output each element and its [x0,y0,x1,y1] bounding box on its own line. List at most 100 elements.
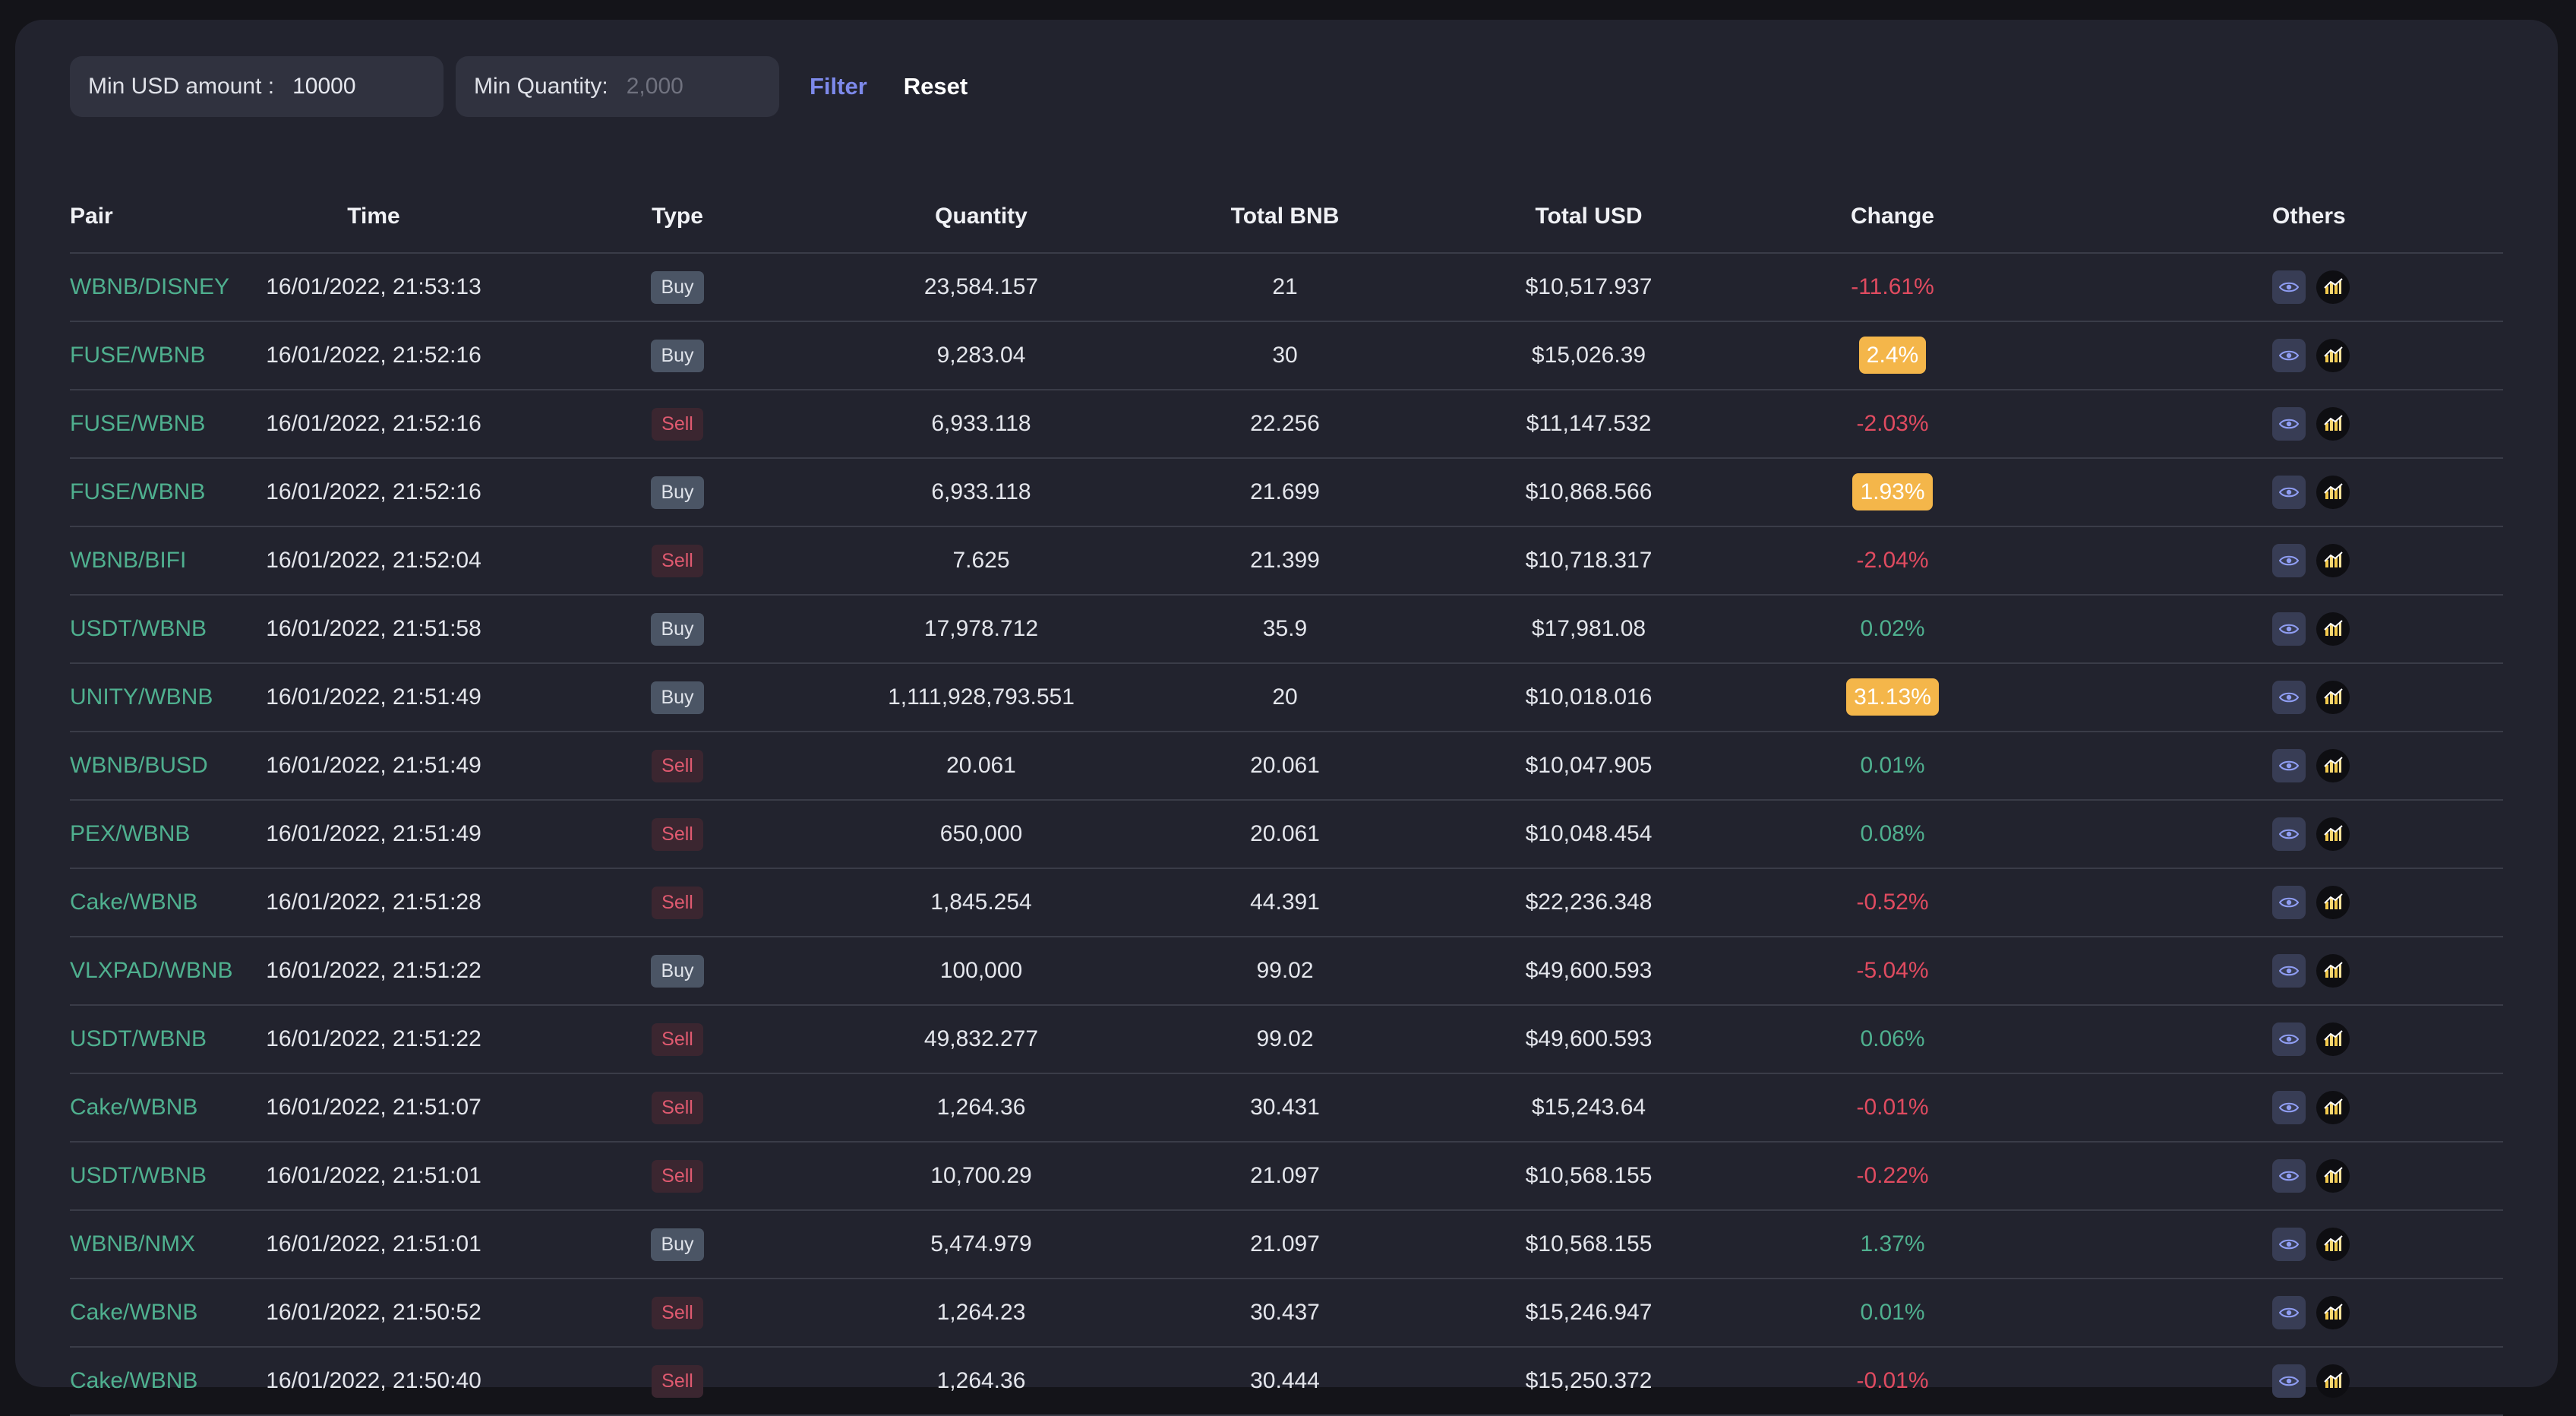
eye-icon[interactable] [2272,886,2306,919]
eye-icon[interactable] [2272,476,2306,509]
eye-icon[interactable] [2272,1228,2306,1261]
chart-icon[interactable] [2316,749,2350,782]
eye-icon[interactable] [2272,339,2306,372]
pair-link[interactable]: UNITY/WBNB [70,684,213,710]
reset-button[interactable]: Reset [903,73,968,100]
others-cell [2044,732,2503,801]
others-cell [2044,1142,2503,1211]
change-value: 0.02% [1860,616,1925,641]
chart-icon[interactable] [2316,612,2350,646]
total-usd-cell: $10,018.016 [1437,663,1741,732]
pair-link[interactable]: Cake/WBNB [70,1095,198,1120]
eye-icon[interactable] [2272,1091,2306,1124]
pair-link[interactable]: FUSE/WBNB [70,479,206,504]
pair-link[interactable]: PEX/WBNB [70,821,191,846]
pair-link[interactable]: USDT/WBNB [70,1163,207,1188]
pair-cell: FUSE/WBNB [70,458,222,527]
column-header-total-usd[interactable]: Total USD [1437,181,1741,254]
time-cell: 16/01/2022, 21:52:16 [222,390,526,459]
chart-icon[interactable] [2316,544,2350,577]
eye-icon[interactable] [2272,1296,2306,1329]
column-header-type[interactable]: Type [526,181,829,254]
chart-icon[interactable] [2316,1364,2350,1398]
pair-link[interactable]: WBNB/BIFI [70,548,187,573]
min-usd-input[interactable] [292,74,407,100]
eye-icon[interactable] [2272,817,2306,851]
chart-icon[interactable] [2316,476,2350,509]
change-value: 0.08% [1860,821,1925,846]
change-value: 0.01% [1860,1300,1925,1325]
chart-icon[interactable] [2316,339,2350,372]
chart-icon[interactable] [2316,1228,2350,1261]
change-value: -2.04% [1856,548,1929,573]
total-usd-cell: $10,568.155 [1437,1210,1741,1279]
column-header-time[interactable]: Time [222,181,526,254]
chart-icon[interactable] [2316,407,2350,441]
eye-icon[interactable] [2272,1364,2306,1398]
pair-link[interactable]: USDT/WBNB [70,1026,207,1051]
change-cell: 2.4% [1741,321,2044,390]
min-quantity-input[interactable] [626,74,740,100]
pair-link[interactable]: WBNB/DISNEY [70,274,230,299]
total-usd-cell: $10,718.317 [1437,526,1741,596]
eye-icon[interactable] [2272,749,2306,782]
pair-link[interactable]: FUSE/WBNB [70,411,206,436]
table-row: USDT/WBNB 16/01/2022, 21:51:01 Sell 10,700.… [70,1142,2503,1211]
eye-icon[interactable] [2272,681,2306,714]
others-cell [2044,253,2503,322]
pair-link[interactable]: FUSE/WBNB [70,343,206,368]
column-header-quantity[interactable]: Quantity [829,181,1133,254]
pair-link[interactable]: Cake/WBNB [70,1300,198,1325]
trades-table-body: WBNB/DISNEY 16/01/2022, 21:53:13 Buy 23,584… [70,253,2503,1416]
type-cell: Sell [526,1279,829,1348]
table-row: USDT/WBNB 16/01/2022, 21:51:22 Sell 49,832.… [70,1005,2503,1074]
column-header-pair[interactable]: Pair [70,181,222,254]
total-usd-cell: $10,568.155 [1437,1142,1741,1211]
chart-icon[interactable] [2316,1296,2350,1329]
eye-icon[interactable] [2272,544,2306,577]
others-actions [2272,954,2350,988]
filter-button[interactable]: Filter [810,73,867,100]
chart-icon[interactable] [2316,681,2350,714]
chart-icon[interactable] [2316,1022,2350,1056]
change-cell: 0.06% [1741,1005,2044,1074]
eye-icon[interactable] [2272,1159,2306,1193]
others-cell [2044,800,2503,869]
change-cell: 1.93% [1741,458,2044,527]
time-cell: 16/01/2022, 21:51:49 [222,800,526,869]
chart-icon[interactable] [2316,1159,2350,1193]
pair-link[interactable]: Cake/WBNB [70,1368,198,1393]
pair-link[interactable]: WBNB/BUSD [70,753,208,778]
pair-link[interactable]: VLXPAD/WBNB [70,958,233,983]
change-value: 0.06% [1860,1026,1925,1051]
quantity-cell: 100,000 [829,937,1133,1006]
type-badge: Sell [652,1022,703,1056]
total-bnb-cell: 30.437 [1133,1279,1437,1348]
change-value: -0.22% [1856,1163,1929,1188]
column-header-change[interactable]: Change [1741,181,2044,254]
quantity-cell: 650,000 [829,800,1133,869]
eye-icon[interactable] [2272,407,2306,441]
others-cell [2044,1347,2503,1416]
change-cell: -0.52% [1741,868,2044,937]
total-usd-cell: $10,047.905 [1437,732,1741,801]
chart-icon[interactable] [2316,817,2350,851]
table-row: Cake/WBNB 16/01/2022, 21:50:52 Sell 1,264.2… [70,1279,2503,1348]
table-row: FUSE/WBNB 16/01/2022, 21:52:16 Buy 9,283.04… [70,321,2503,390]
pair-link[interactable]: Cake/WBNB [70,890,198,915]
chart-icon[interactable] [2316,954,2350,988]
chart-icon[interactable] [2316,1091,2350,1124]
column-header-total-bnb[interactable]: Total BNB [1133,181,1437,254]
pair-link[interactable]: USDT/WBNB [70,616,207,641]
others-actions [2272,1228,2350,1261]
others-actions [2272,1364,2350,1398]
table-header-row: Pair Time Type Quantity Total BNB Total … [70,181,2503,254]
eye-icon[interactable] [2272,954,2306,988]
quantity-cell: 1,264.23 [829,1279,1133,1348]
eye-icon[interactable] [2272,1022,2306,1056]
eye-icon[interactable] [2272,270,2306,304]
eye-icon[interactable] [2272,612,2306,646]
chart-icon[interactable] [2316,270,2350,304]
chart-icon[interactable] [2316,886,2350,919]
pair-link[interactable]: WBNB/NMX [70,1231,195,1256]
